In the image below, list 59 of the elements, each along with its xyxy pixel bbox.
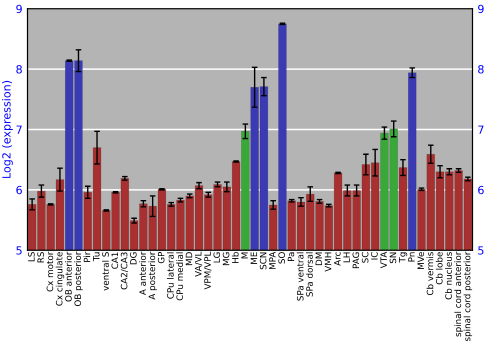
- x-tick-label: MD: [186, 252, 192, 266]
- x-tick-label: Pir: [84, 252, 90, 262]
- y2-tick-label: 8: [478, 65, 484, 74]
- x-tick-label: Pn: [408, 252, 415, 262]
- x-tick-label: ME: [250, 252, 258, 264]
- x-tick-label: M: [241, 252, 248, 258]
- x-tick-label: CPu medial: [176, 252, 184, 300]
- x-tick-label: Arc: [334, 252, 341, 266]
- x-tick-label: DG: [130, 252, 137, 264]
- y-axis-title: Log2 (expression): [2, 80, 13, 178]
- y2-tick-label: 6: [478, 186, 484, 194]
- x-tick-label: SPa dorsal: [306, 252, 313, 296]
- x-tick-label: SCN: [260, 252, 266, 270]
- x-tick-label: LG: [213, 252, 220, 262]
- y-tick-label: 5: [16, 246, 22, 255]
- x-tick-label: CA1: [111, 252, 118, 269]
- x-tick-label: A anterior: [139, 252, 146, 296]
- x-tick-label: Tg: [399, 252, 408, 263]
- x-tick-label: A posterior: [148, 252, 157, 300]
- x-tick-label: IC: [371, 252, 378, 260]
- y-tick-label: 9: [16, 4, 22, 14]
- x-tick-label: VA/VL: [195, 252, 202, 277]
- x-tick-label: GP: [158, 252, 164, 264]
- x-tick-label: MVe: [418, 252, 424, 270]
- y2-tick-label: 7: [478, 126, 484, 134]
- x-tick-label: spinal cord posterior: [464, 252, 472, 342]
- x-tick-label: LH: [343, 252, 350, 262]
- x-tick-label: Pa: [288, 252, 294, 262]
- x-tick-label: PAG: [352, 252, 360, 268]
- y2-tick-label: 5: [478, 246, 484, 255]
- x-tick-label: Cb lobe: [436, 252, 443, 284]
- x-tick-label: RS: [37, 252, 44, 262]
- x-tick-label: OB anterior: [64, 252, 72, 302]
- x-tick-label: ventral S: [102, 252, 109, 291]
- x-tick-label: CPu lateral: [166, 252, 174, 299]
- x-tick-label: Cb nucleus: [445, 252, 452, 300]
- x-tick-label: SN: [390, 252, 396, 264]
- x-tick-label: spinal cord anterior: [454, 252, 463, 336]
- x-tick-label: SPa ventral: [296, 252, 304, 301]
- x-tick-label: VPM/VPL: [204, 252, 212, 290]
- y-tick-label: 6: [16, 186, 22, 194]
- x-tick-label: Cb vermis: [426, 252, 434, 296]
- x-tick-label: Cx cingulate: [56, 252, 64, 306]
- x-tick-label: VMH: [324, 252, 332, 272]
- y-tick-label: 8: [16, 65, 22, 74]
- y2-tick-label: 9: [478, 4, 484, 14]
- x-tick-label: DM: [316, 252, 322, 266]
- x-tick-label: SC: [362, 252, 368, 263]
- x-tick-label: VTA: [380, 252, 387, 268]
- x-tick-label: MG: [222, 252, 230, 266]
- x-tick-label: CA2/CA3: [120, 252, 128, 290]
- x-tick-label: Hb: [232, 252, 239, 263]
- x-tick-label: Cx motor: [46, 252, 54, 292]
- x-tick-label: OB posterior: [74, 252, 83, 306]
- x-tick-label: Tu: [93, 252, 100, 262]
- x-tick-label: LS: [28, 252, 35, 262]
- x-tick-label: SO: [278, 252, 285, 264]
- y-tick-label: 7: [16, 126, 22, 134]
- x-tick-label: MPA: [269, 252, 276, 270]
